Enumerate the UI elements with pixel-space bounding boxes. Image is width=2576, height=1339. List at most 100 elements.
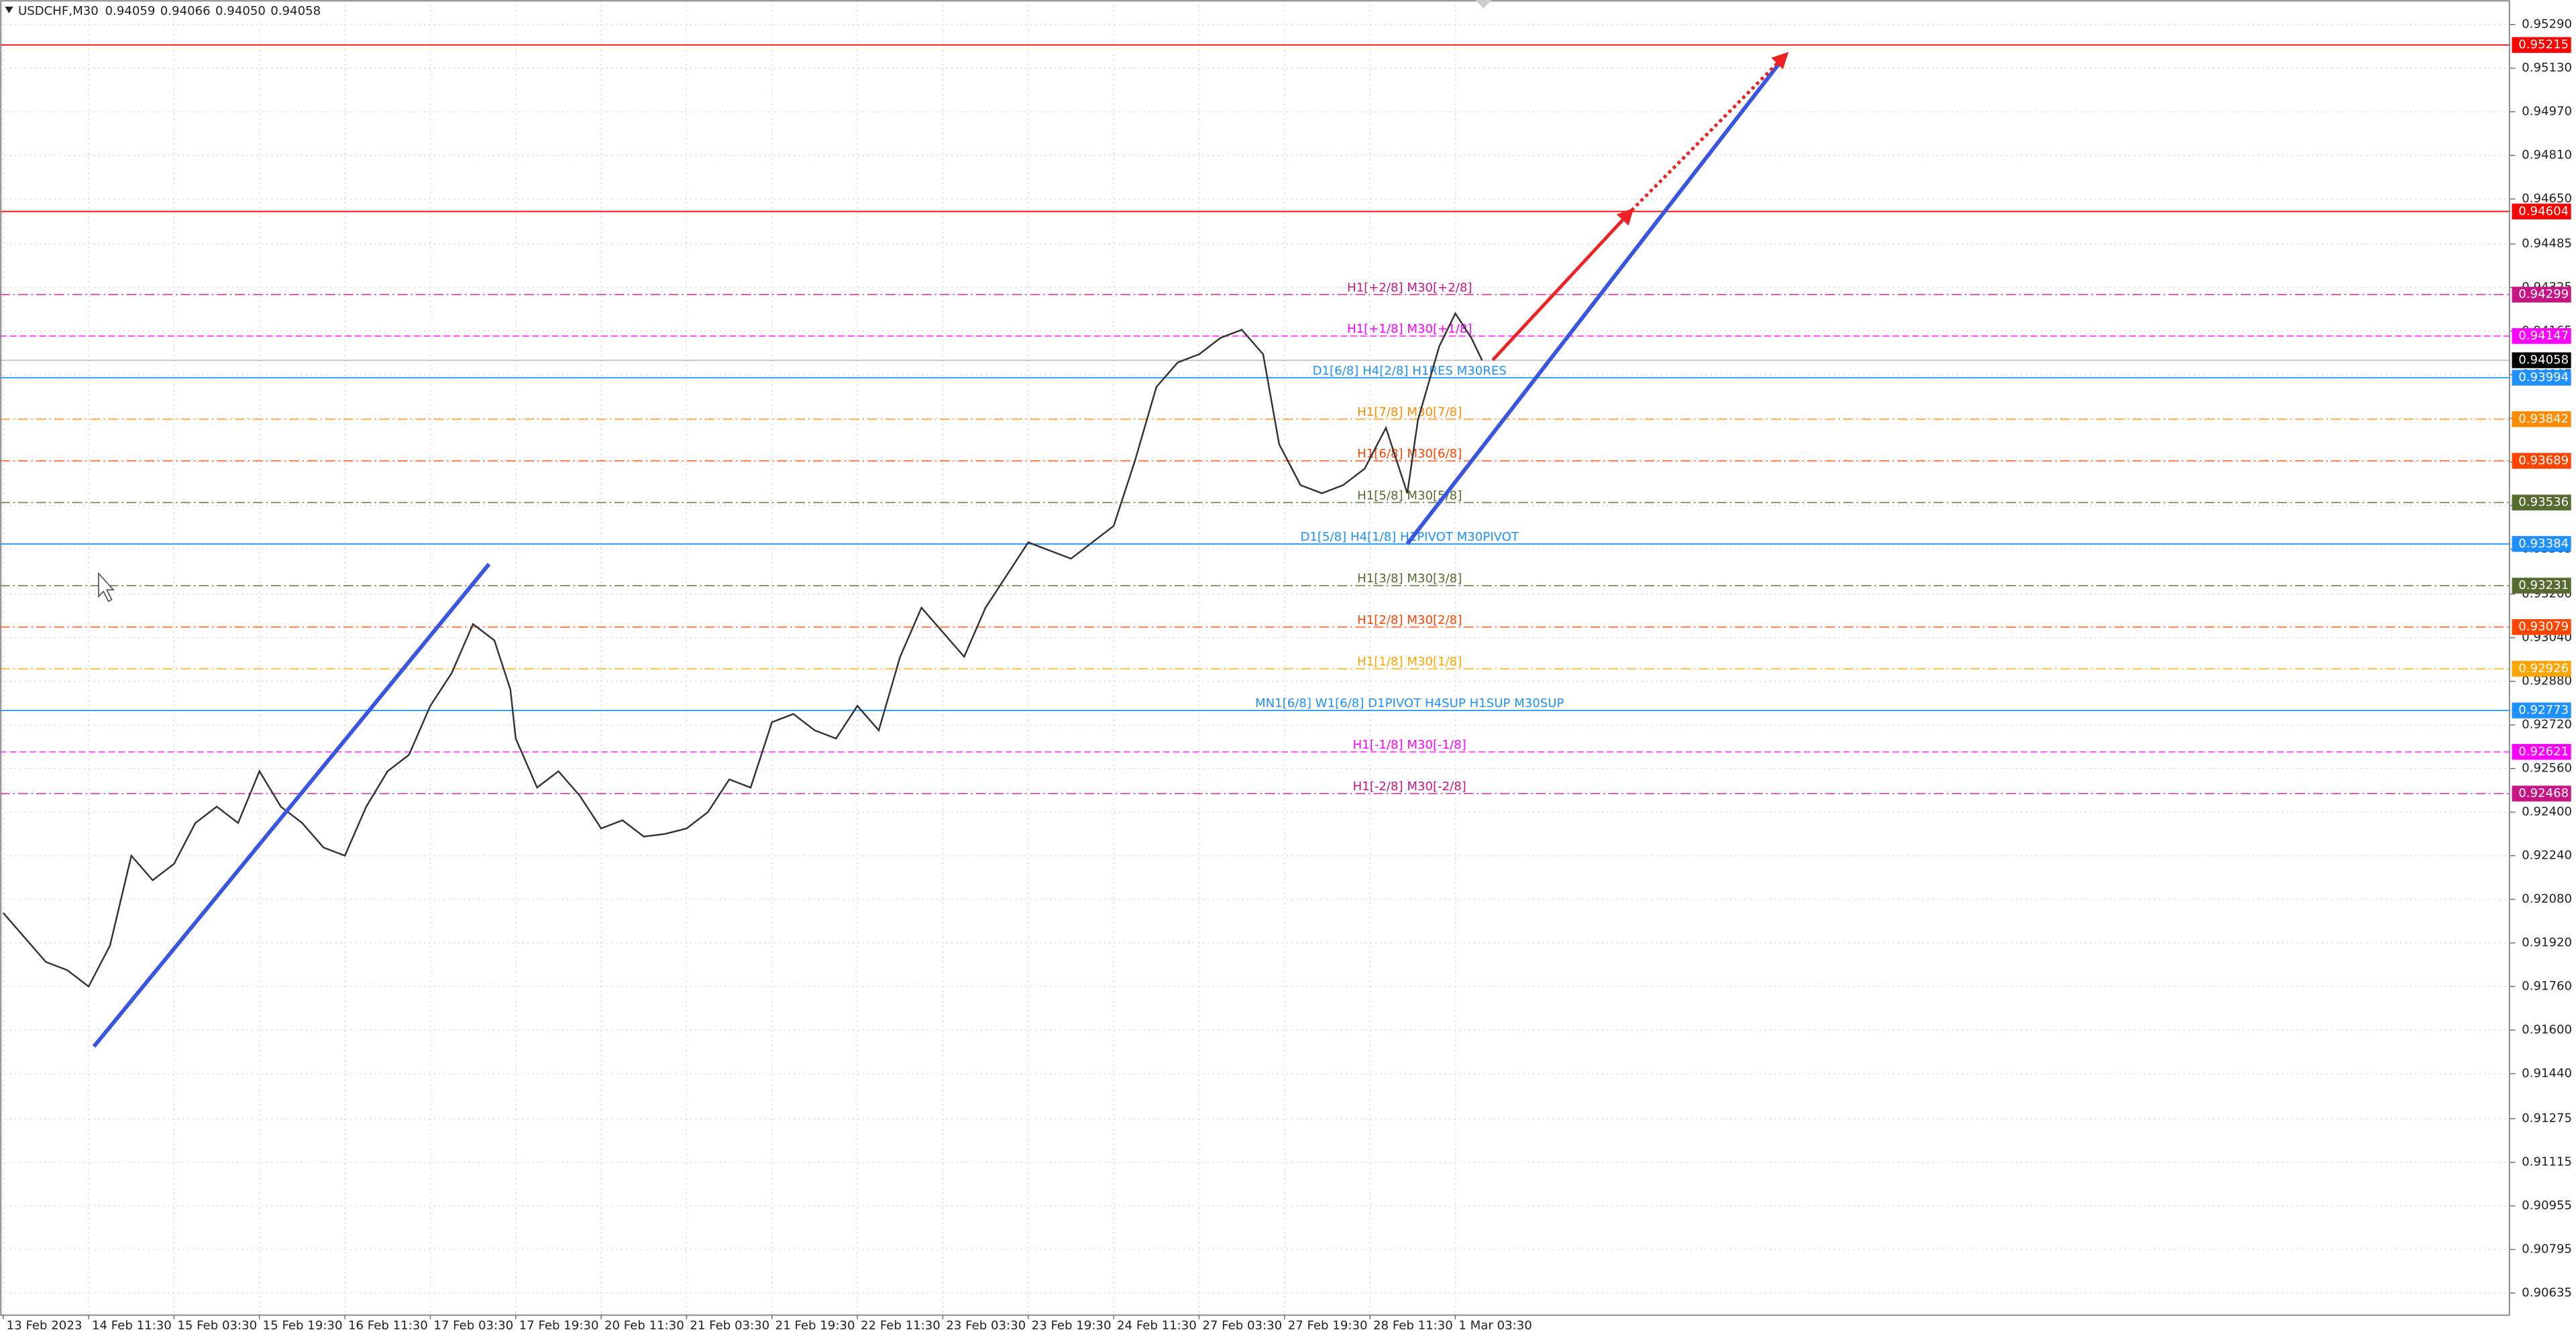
x-tick-label: 17 Feb 19:30 [519, 1318, 599, 1332]
x-tick-label: 16 Feb 11:30 [348, 1318, 428, 1332]
y-tick-label: 0.94485 [2522, 237, 2572, 251]
y-tick-label: 0.91760 [2522, 979, 2572, 994]
y-tick-label: 0.95130 [2522, 61, 2572, 75]
price-tag [2512, 619, 2571, 635]
y-tick-label: 0.90955 [2522, 1199, 2572, 1213]
price-tag-label: 0.92621 [2518, 745, 2569, 759]
y-tick-label: 0.90795 [2522, 1242, 2572, 1256]
price-tag [2512, 453, 2571, 469]
price-tag-label: 0.94299 [2518, 287, 2569, 301]
level-label: H1[-2/8] M30[-2/8] [1353, 780, 1466, 794]
y-tick-label: 0.92240 [2522, 849, 2572, 863]
x-tick-label: 22 Feb 11:30 [861, 1318, 941, 1332]
price-tag-label: 0.92468 [2518, 786, 2569, 800]
y-tick-label: 0.92880 [2522, 674, 2572, 688]
open: 0.94059 [105, 4, 156, 18]
y-tick-label: 0.92080 [2522, 892, 2572, 906]
grid [0, 0, 2511, 1315]
price-tag-label: 0.93689 [2518, 453, 2569, 468]
y-tick-label: 0.94810 [2522, 148, 2572, 162]
symbol: USDCHF,M30 [18, 4, 99, 18]
x-tick-label: 15 Feb 03:30 [177, 1318, 257, 1332]
price-tag [2512, 661, 2571, 677]
level-label: D1[5/8] H4[1/8] H1PIVOT M30PIVOT [1300, 530, 1519, 544]
price-tag-label: 0.94604 [2518, 204, 2569, 218]
price-tag [2512, 536, 2571, 552]
axes: 0.95290 0.95130 0.94970 0.94810 0.94650 0.944… [3, 17, 2572, 1332]
levels: H1[+2/8] M30[+2/8] H1[+1/8] M30[+1/8] D1[6… [0, 44, 2511, 794]
menu-arrow[interactable] [5, 6, 13, 13]
trend-line [92, 563, 491, 1048]
price-tag [2512, 203, 2571, 220]
price-tag-label: 0.93536 [2518, 495, 2569, 509]
y-tick-label: 0.92720 [2522, 718, 2572, 732]
price-tag-label: 0.92926 [2518, 661, 2569, 676]
level-label: H1[-1/8] M30[-1/8] [1353, 738, 1466, 752]
plot [2, 52, 1789, 1048]
x-tick-label: 15 Feb 19:30 [263, 1318, 343, 1332]
level-label: H1[+1/8] M30[+1/8] [1347, 322, 1472, 336]
x-tick-label: 17 Feb 03:30 [433, 1318, 513, 1332]
y-tick-label: 0.91275 [2522, 1112, 2572, 1126]
chart-header: USDCHF,M30 0.94059 0.94066 0.94050 0.94058 [18, 4, 321, 18]
x-tick-label: 21 Feb 03:30 [690, 1318, 769, 1332]
price-tag-label: 0.93994 [2518, 370, 2569, 384]
level-label: MN1[6/8] W1[6/8] D1PIVOT H4SUP H1SUP M30… [1255, 696, 1564, 710]
price-tag-label: 0.93079 [2518, 620, 2569, 634]
trend-line [1405, 53, 1788, 545]
price-tag [2512, 578, 2571, 594]
x-tick-label: 13 Feb 2023 [7, 1318, 83, 1332]
x-tick-label: 23 Feb 19:30 [1032, 1318, 1112, 1332]
x-tick-label: 28 Feb 11:30 [1373, 1318, 1453, 1332]
scroll-marker [1475, 0, 1492, 9]
y-tick-label: 0.91115 [2522, 1155, 2572, 1169]
x-tick-label: 27 Feb 19:30 [1288, 1318, 1368, 1332]
mouse-cursor [98, 572, 115, 602]
price-line [2, 311, 1483, 988]
price-tag [2512, 370, 2571, 386]
y-tick-label: 0.92400 [2522, 805, 2572, 819]
y-tick-label: 0.91440 [2522, 1067, 2572, 1081]
price-tag-label: 0.92773 [2518, 703, 2569, 717]
level-label: H1[2/8] M30[2/8] [1357, 613, 1462, 627]
high: 0.94066 [160, 4, 211, 18]
price-tag [2512, 352, 2571, 368]
level-label: H1[+2/8] M30[+2/8] [1347, 280, 1472, 294]
price-tag [2512, 494, 2571, 511]
price-tag [2512, 286, 2571, 303]
trend-line [1491, 208, 1634, 362]
close: 0.94058 [270, 4, 321, 18]
price-tag [2512, 411, 2571, 427]
y-tick-label: 0.92560 [2522, 761, 2572, 775]
price-tag-label: 0.94058 [2518, 353, 2569, 367]
x-tick-label: 20 Feb 11:30 [604, 1318, 684, 1332]
x-tick-label: 14 Feb 11:30 [92, 1318, 172, 1332]
level-label: H1[3/8] M30[3/8] [1357, 572, 1462, 586]
price-tag [2512, 786, 2571, 802]
price-tag-label: 0.93842 [2518, 412, 2569, 426]
y-tick-label: 0.94650 [2522, 192, 2572, 206]
low: 0.94050 [215, 4, 266, 18]
price-tag [2512, 328, 2571, 344]
level-label: H1[6/8] M30[6/8] [1357, 447, 1462, 461]
price-tag-label: 0.94147 [2518, 329, 2569, 343]
price-tag [2512, 702, 2571, 718]
x-tick-label: 27 Feb 03:30 [1202, 1318, 1282, 1332]
y-tick-label: 0.94970 [2522, 105, 2572, 119]
plot-frame [0, 0, 2510, 1316]
x-tick-label: 24 Feb 11:30 [1117, 1318, 1197, 1332]
y-tick-label: 0.91920 [2522, 936, 2572, 950]
x-tick-label: 1 Mar 03:30 [1458, 1318, 1532, 1332]
price-tag [2512, 744, 2571, 760]
price-tag [2512, 37, 2571, 53]
x-tick-label: 23 Feb 03:30 [946, 1318, 1026, 1332]
y-tick-label: 0.95290 [2522, 17, 2572, 32]
level-label: H1[5/8] M30[5/8] [1357, 488, 1462, 502]
price-tag-label: 0.93384 [2518, 537, 2569, 551]
y-tick-label: 0.90635 [2522, 1286, 2572, 1300]
y-tick-label: 0.91600 [2522, 1023, 2572, 1037]
level-label: H1[1/8] M30[1/8] [1357, 655, 1462, 669]
